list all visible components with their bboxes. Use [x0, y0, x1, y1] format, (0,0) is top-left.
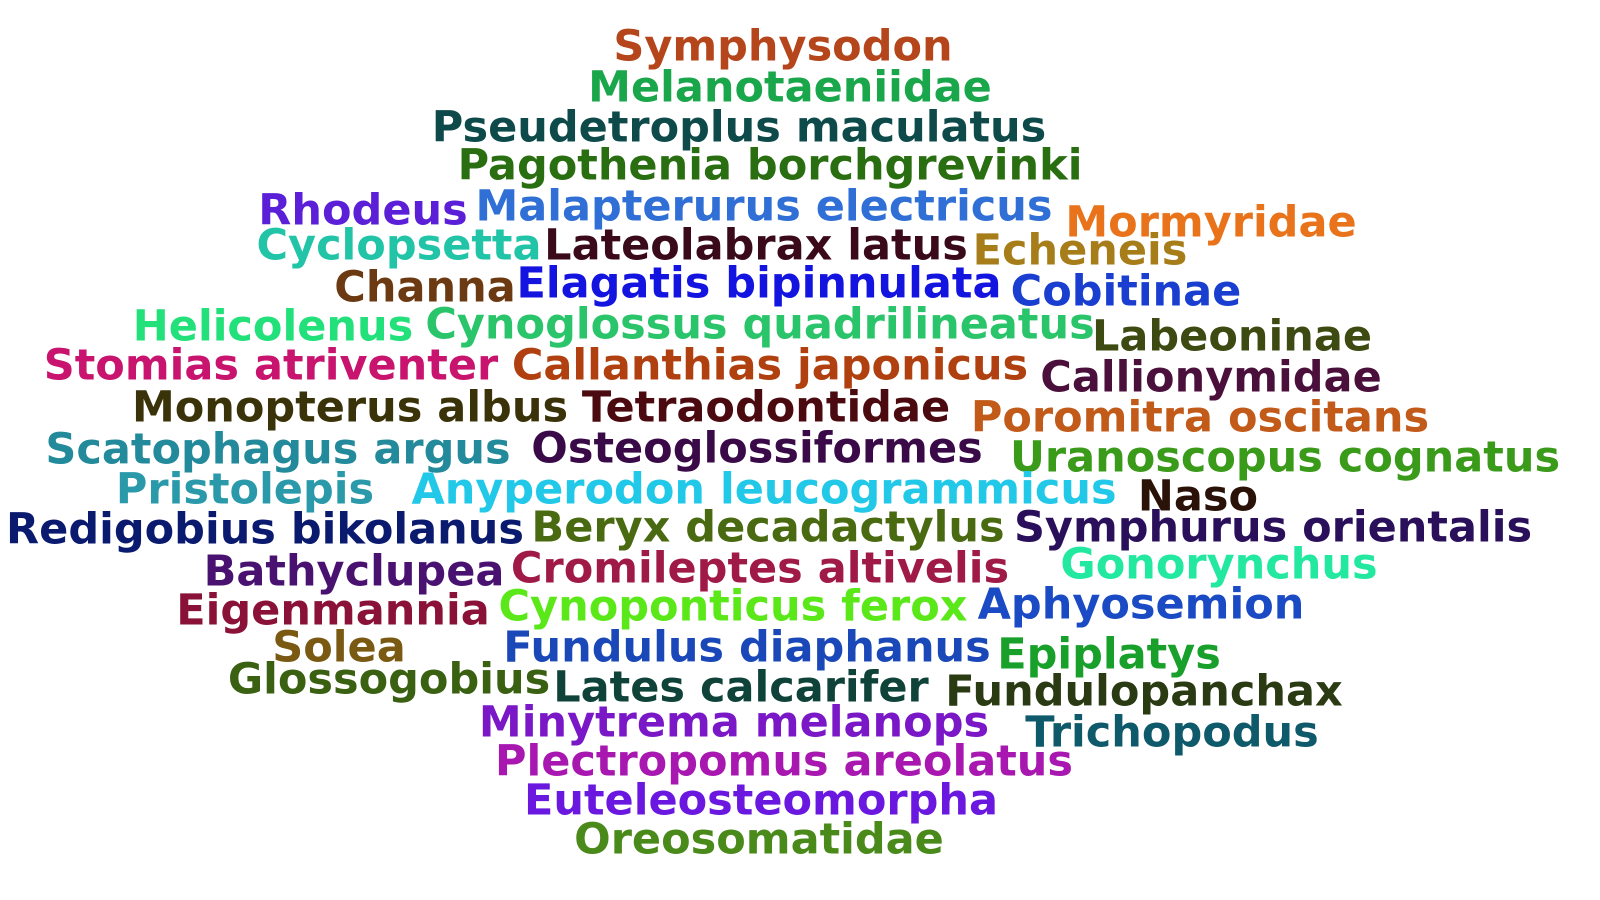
word-echeneis: Echeneis [972, 225, 1188, 276]
word-symphurus-orientalis: Symphurus orientalis [1013, 502, 1533, 553]
word-beryx-decadactylus: Beryx decadactylus [531, 502, 1005, 553]
word-poromitra-oscitans: Poromitra oscitans [970, 392, 1430, 443]
word-eigenmannia: Eigenmannia [176, 585, 490, 636]
word-cynoponticus-ferox: Cynoponticus ferox [498, 581, 968, 632]
word-pagothenia-borchgrevinki: Pagothenia borchgrevinki [457, 140, 1083, 191]
word-helicolenus: Helicolenus [132, 301, 414, 352]
word-tetraodontidae: Tetraodontidae [581, 382, 951, 433]
word-glossogobius: Glossogobius [227, 654, 551, 705]
word-malapterurus-electricus: Malapterurus electricus [475, 181, 1053, 232]
word-cobitinae: Cobitinae [1010, 266, 1242, 317]
word-lates-calcarifer: Lates calcarifer [553, 662, 929, 713]
word-elagatis-bipinnulata: Elagatis bipinnulata [516, 258, 1002, 309]
word-anyperodon-leucogrammicus: Anyperodon leucogrammicus [411, 464, 1117, 515]
word-plectropomus-areolatus: Plectropomus areolatus [495, 736, 1073, 787]
word-bathyclupea: Bathyclupea [203, 546, 505, 597]
word-cynoglossus-quadrilineatus: Cynoglossus quadrilineatus [425, 299, 1095, 350]
word-scatophagus-argus: Scatophagus argus [45, 424, 511, 475]
word-mormyridae: Mormyridae [1065, 197, 1357, 248]
word-lateolabrax-latus: Lateolabrax latus [544, 220, 968, 271]
word-melanotaeniidae: Melanotaeniidae [588, 62, 992, 113]
word-osteoglossiformes: Osteoglossiformes [531, 423, 983, 474]
word-monopterus-albus: Monopterus albus [131, 382, 569, 433]
word-oreosomatidae: Oreosomatidae [574, 814, 944, 865]
word-gonorynchus: Gonorynchus [1060, 539, 1378, 590]
word-callanthias-japonicus: Callanthias japonicus [511, 340, 1029, 391]
word-rhodeus: Rhodeus [258, 185, 468, 236]
word-solea: Solea [272, 622, 406, 673]
word-naso: Naso [1137, 471, 1259, 522]
word-epiplatys: Epiplatys [997, 629, 1221, 680]
word-minytrema-melanops: Minytrema melanops [478, 697, 990, 748]
word-pristolepis: Pristolepis [115, 464, 375, 515]
word-cyclopsetta: Cyclopsetta [256, 220, 542, 271]
word-redigobius-bikolanus: Redigobius bikolanus [6, 504, 524, 555]
word-aphyosemion: Aphyosemion [977, 579, 1305, 630]
word-trichopodus: Trichopodus [1025, 707, 1319, 758]
word-fundulopanchax: Fundulopanchax [945, 666, 1343, 717]
word-cromileptes-altivelis: Cromileptes altivelis [510, 543, 1010, 594]
word-euteleosteomorpha: Euteleosteomorpha [524, 775, 998, 826]
word-stomias-atriventer: Stomias atriventer [43, 340, 499, 391]
word-pseudetroplus-maculatus: Pseudetroplus maculatus [431, 102, 1047, 153]
word-fundulus-diaphanus: Fundulus diaphanus [503, 622, 991, 673]
word-symphysodon: Symphysodon [613, 21, 953, 72]
word-channa: Channa [334, 262, 516, 313]
word-callionymidae: Callionymidae [1040, 352, 1382, 403]
word-uranoscopus-cognatus: Uranoscopus cognatus [1009, 432, 1561, 483]
word-labeoninae: Labeoninae [1091, 311, 1373, 362]
